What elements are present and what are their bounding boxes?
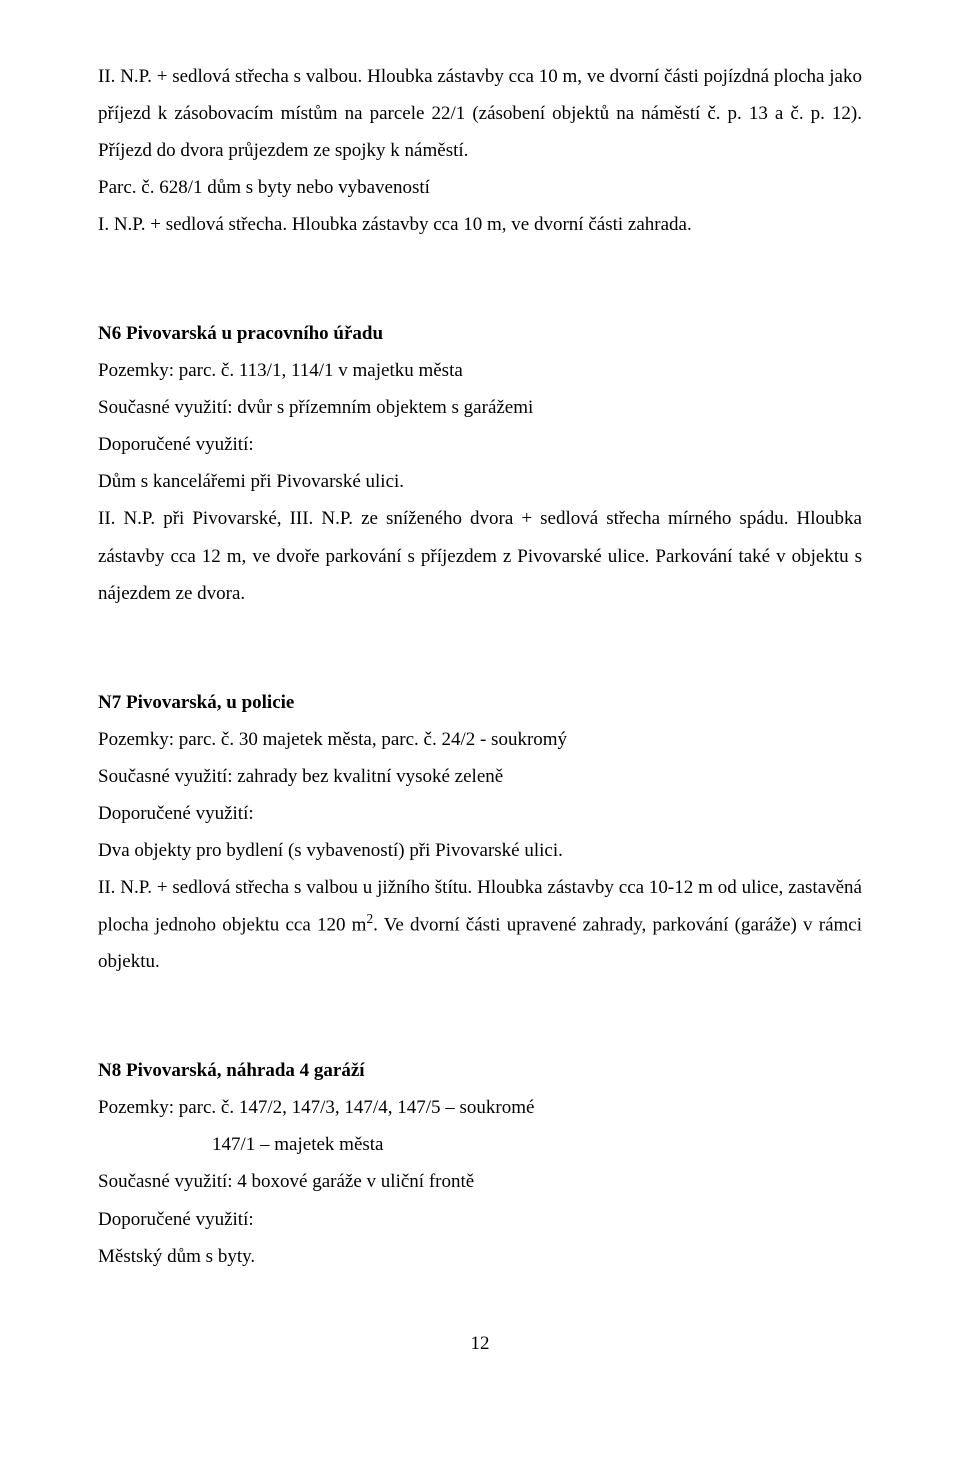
- n7-heading: N7 Pivovarská, u policie: [98, 684, 862, 721]
- n8-line-4: Doporučené využití:: [98, 1201, 862, 1238]
- page-number: 12: [98, 1275, 862, 1362]
- n8-heading: N8 Pivovarská, náhrada 4 garáží: [98, 1052, 862, 1089]
- n8-line-1: Pozemky: parc. č. 147/2, 147/3, 147/4, 1…: [98, 1089, 862, 1126]
- intro-paragraph-1: II. N.P. + sedlová střecha s valbou. Hlo…: [98, 58, 862, 169]
- spacer: [98, 980, 862, 1052]
- n6-line-1: Pozemky: parc. č. 113/1, 114/1 v majetku…: [98, 352, 862, 389]
- spacer: [98, 612, 862, 684]
- n6-line-3: Doporučené využití:: [98, 426, 862, 463]
- n8-line-2: 147/1 – majetek města: [98, 1126, 862, 1163]
- page: II. N.P. + sedlová střecha s valbou. Hlo…: [0, 0, 960, 1402]
- n6-line-5: II. N.P. při Pivovarské, III. N.P. ze sn…: [98, 500, 862, 611]
- n8-line-5: Městský dům s byty.: [98, 1238, 862, 1275]
- n7-line-4: Dva objekty pro bydlení (s vybaveností) …: [98, 832, 862, 869]
- n7-line-5: II. N.P. + sedlová střecha s valbou u ji…: [98, 869, 862, 980]
- n7-line-3: Doporučené využití:: [98, 795, 862, 832]
- n7-line-2: Současné využití: zahrady bez kvalitní v…: [98, 758, 862, 795]
- intro-paragraph-3: I. N.P. + sedlová střecha. Hloubka zásta…: [98, 206, 862, 243]
- n6-line-2: Současné využití: dvůr s přízemním objek…: [98, 389, 862, 426]
- n6-heading: N6 Pivovarská u pracovního úřadu: [98, 315, 862, 352]
- spacer: [98, 243, 862, 315]
- n6-line-4: Dům s kancelářemi při Pivovarské ulici.: [98, 463, 862, 500]
- n8-line-3: Současné využití: 4 boxové garáže v ulič…: [98, 1163, 862, 1200]
- intro-paragraph-2: Parc. č. 628/1 dům s byty nebo vybavenos…: [98, 169, 862, 206]
- n7-line-1: Pozemky: parc. č. 30 majetek města, parc…: [98, 721, 862, 758]
